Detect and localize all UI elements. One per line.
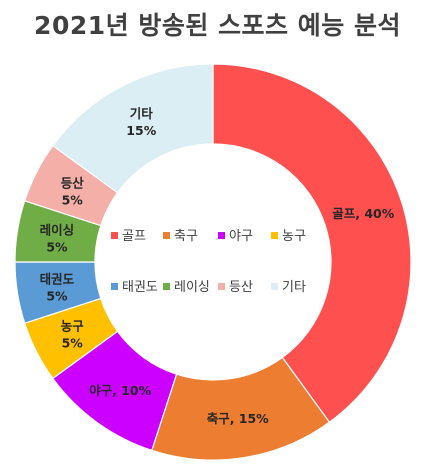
legend-swatch-축구	[163, 232, 170, 239]
slice-labels: 골프, 40% 축구, 15% 야구, 10% 농구 5% 태권도 5% 레이싱 5% 등산 5% 기…	[40, 106, 395, 426]
legend-label-기타: 기타	[282, 280, 306, 295]
legend-label-골프: 골프	[122, 229, 146, 244]
legend-swatch-레이싱	[163, 283, 170, 290]
slice-label-등산: 등산 5%	[61, 175, 85, 207]
legend-label-태권도: 태권도	[122, 280, 158, 295]
legend-label-레이싱: 레이싱	[174, 280, 210, 295]
legend-swatch-등산	[218, 283, 225, 290]
legend-label-등산: 등산	[229, 280, 253, 295]
slice-label-기타: 기타 15%	[126, 106, 156, 138]
legend-swatch-골프	[111, 232, 118, 239]
slice-기타	[51, 63, 214, 194]
slice-label-야구: 야구, 10%	[89, 383, 151, 398]
legend-label-야구: 야구	[229, 229, 253, 244]
slice-label-레이싱: 레이싱 5%	[40, 222, 75, 254]
legend-swatch-야구	[218, 232, 225, 239]
legend-swatch-농구	[271, 232, 278, 239]
donut-slices	[14, 63, 412, 461]
legend-swatch-기타	[271, 283, 278, 290]
slice-골프	[212, 63, 412, 424]
legend-label-농구: 농구	[282, 229, 306, 244]
slice-label-농구: 농구 5%	[61, 319, 85, 351]
chart-title: 2021년 방송된 스포츠 예능 분석	[34, 11, 401, 40]
slice-label-태권도: 태권도 5%	[40, 272, 75, 304]
legend-swatch-태권도	[111, 283, 118, 290]
legend-label-축구: 축구	[174, 229, 198, 244]
slice-label-축구: 축구, 15%	[207, 411, 269, 426]
slice-label-골프: 골프, 40%	[332, 206, 394, 221]
